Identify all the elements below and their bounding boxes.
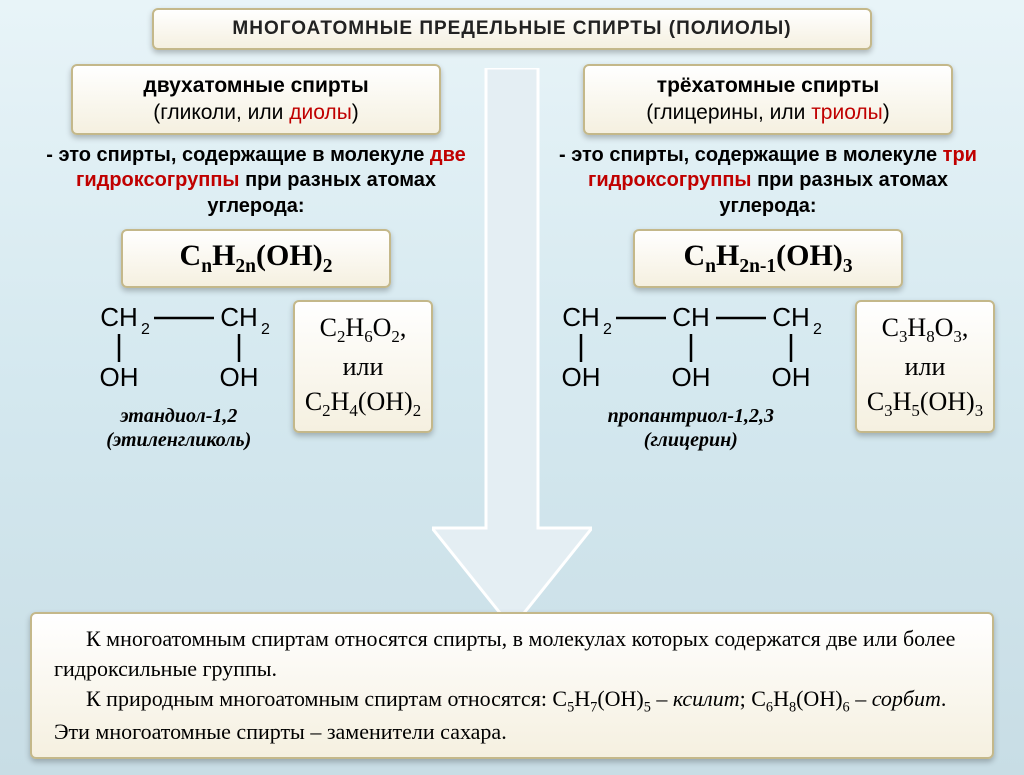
bottom-p2: К природным многоатомным спиртам относят… — [54, 684, 970, 747]
right-example-row: CH 2 CH CH 2 OH OH OH пропантриол-1,2,3 — [538, 300, 998, 452]
svg-text:CH: CH — [100, 302, 138, 332]
right-structure: CH 2 CH CH 2 OH OH OH пропантриол-1,2,3 — [541, 300, 841, 452]
right-subtitle: трёхатомные спирты (глицерины, или триол… — [583, 64, 953, 135]
left-molecular: C2H6O2, или C2H4(OH)2 — [293, 300, 433, 433]
bottom-p1: К многоатомным спиртам относятся спирты,… — [54, 624, 970, 683]
bottom-summary: К многоатомным спиртам относятся спирты,… — [30, 612, 994, 759]
right-definition: - это спирты, содержащие в молекуле три … — [538, 143, 998, 220]
left-definition: - это спирты, содержащие в молекуле две … — [26, 143, 486, 220]
left-structure: CH 2 CH 2 OH OH этандиол-1,2 (этиленглик… — [79, 300, 279, 452]
svg-text:2: 2 — [603, 321, 612, 338]
ethanediol-structure-icon: CH 2 CH 2 OH OH — [79, 300, 279, 400]
main-title: МНОГОАТОМНЫЕ ПРЕДЕЛЬНЫЕ СПИРТЫ (ПОЛИОЛЫ) — [152, 8, 872, 50]
svg-text:CH: CH — [220, 302, 258, 332]
svg-text:OH: OH — [219, 362, 258, 392]
left-example-row: CH 2 CH 2 OH OH этандиол-1,2 (этиленглик… — [26, 300, 486, 452]
svg-text:CH: CH — [672, 302, 710, 332]
svg-text:2: 2 — [141, 321, 150, 338]
left-subtitle-line1: двухатомные спирты — [81, 72, 431, 99]
svg-text:OH: OH — [771, 362, 810, 392]
right-general-formula: CnH2n-1(OH)3 — [633, 229, 903, 288]
columns-wrapper: двухатомные спирты (гликоли, или диолы) … — [0, 60, 1024, 452]
left-column: двухатомные спирты (гликоли, или диолы) … — [26, 60, 486, 452]
svg-text:CH: CH — [562, 302, 600, 332]
svg-text:2: 2 — [813, 321, 822, 338]
right-subtitle-line2: (глицерины, или триолы) — [593, 99, 943, 126]
glycerol-structure-icon: CH 2 CH CH 2 OH OH OH — [541, 300, 841, 400]
right-molecular: C3H8O3, или C3H5(OH)3 — [855, 300, 995, 433]
right-structure-name: пропантриол-1,2,3 (глицерин) — [541, 404, 841, 452]
svg-text:OH: OH — [99, 362, 138, 392]
left-structure-name: этандиол-1,2 (этиленгликоль) — [79, 404, 279, 452]
left-subtitle: двухатомные спирты (гликоли, или диолы) — [71, 64, 441, 135]
svg-text:2: 2 — [261, 321, 270, 338]
right-subtitle-line1: трёхатомные спирты — [593, 72, 943, 99]
svg-text:CH: CH — [772, 302, 810, 332]
right-column: трёхатомные спирты (глицерины, или триол… — [538, 60, 998, 452]
left-subtitle-line2: (гликоли, или диолы) — [81, 99, 431, 126]
svg-text:OH: OH — [671, 362, 710, 392]
left-general-formula: CnH2n(OH)2 — [121, 229, 391, 288]
svg-text:OH: OH — [561, 362, 600, 392]
